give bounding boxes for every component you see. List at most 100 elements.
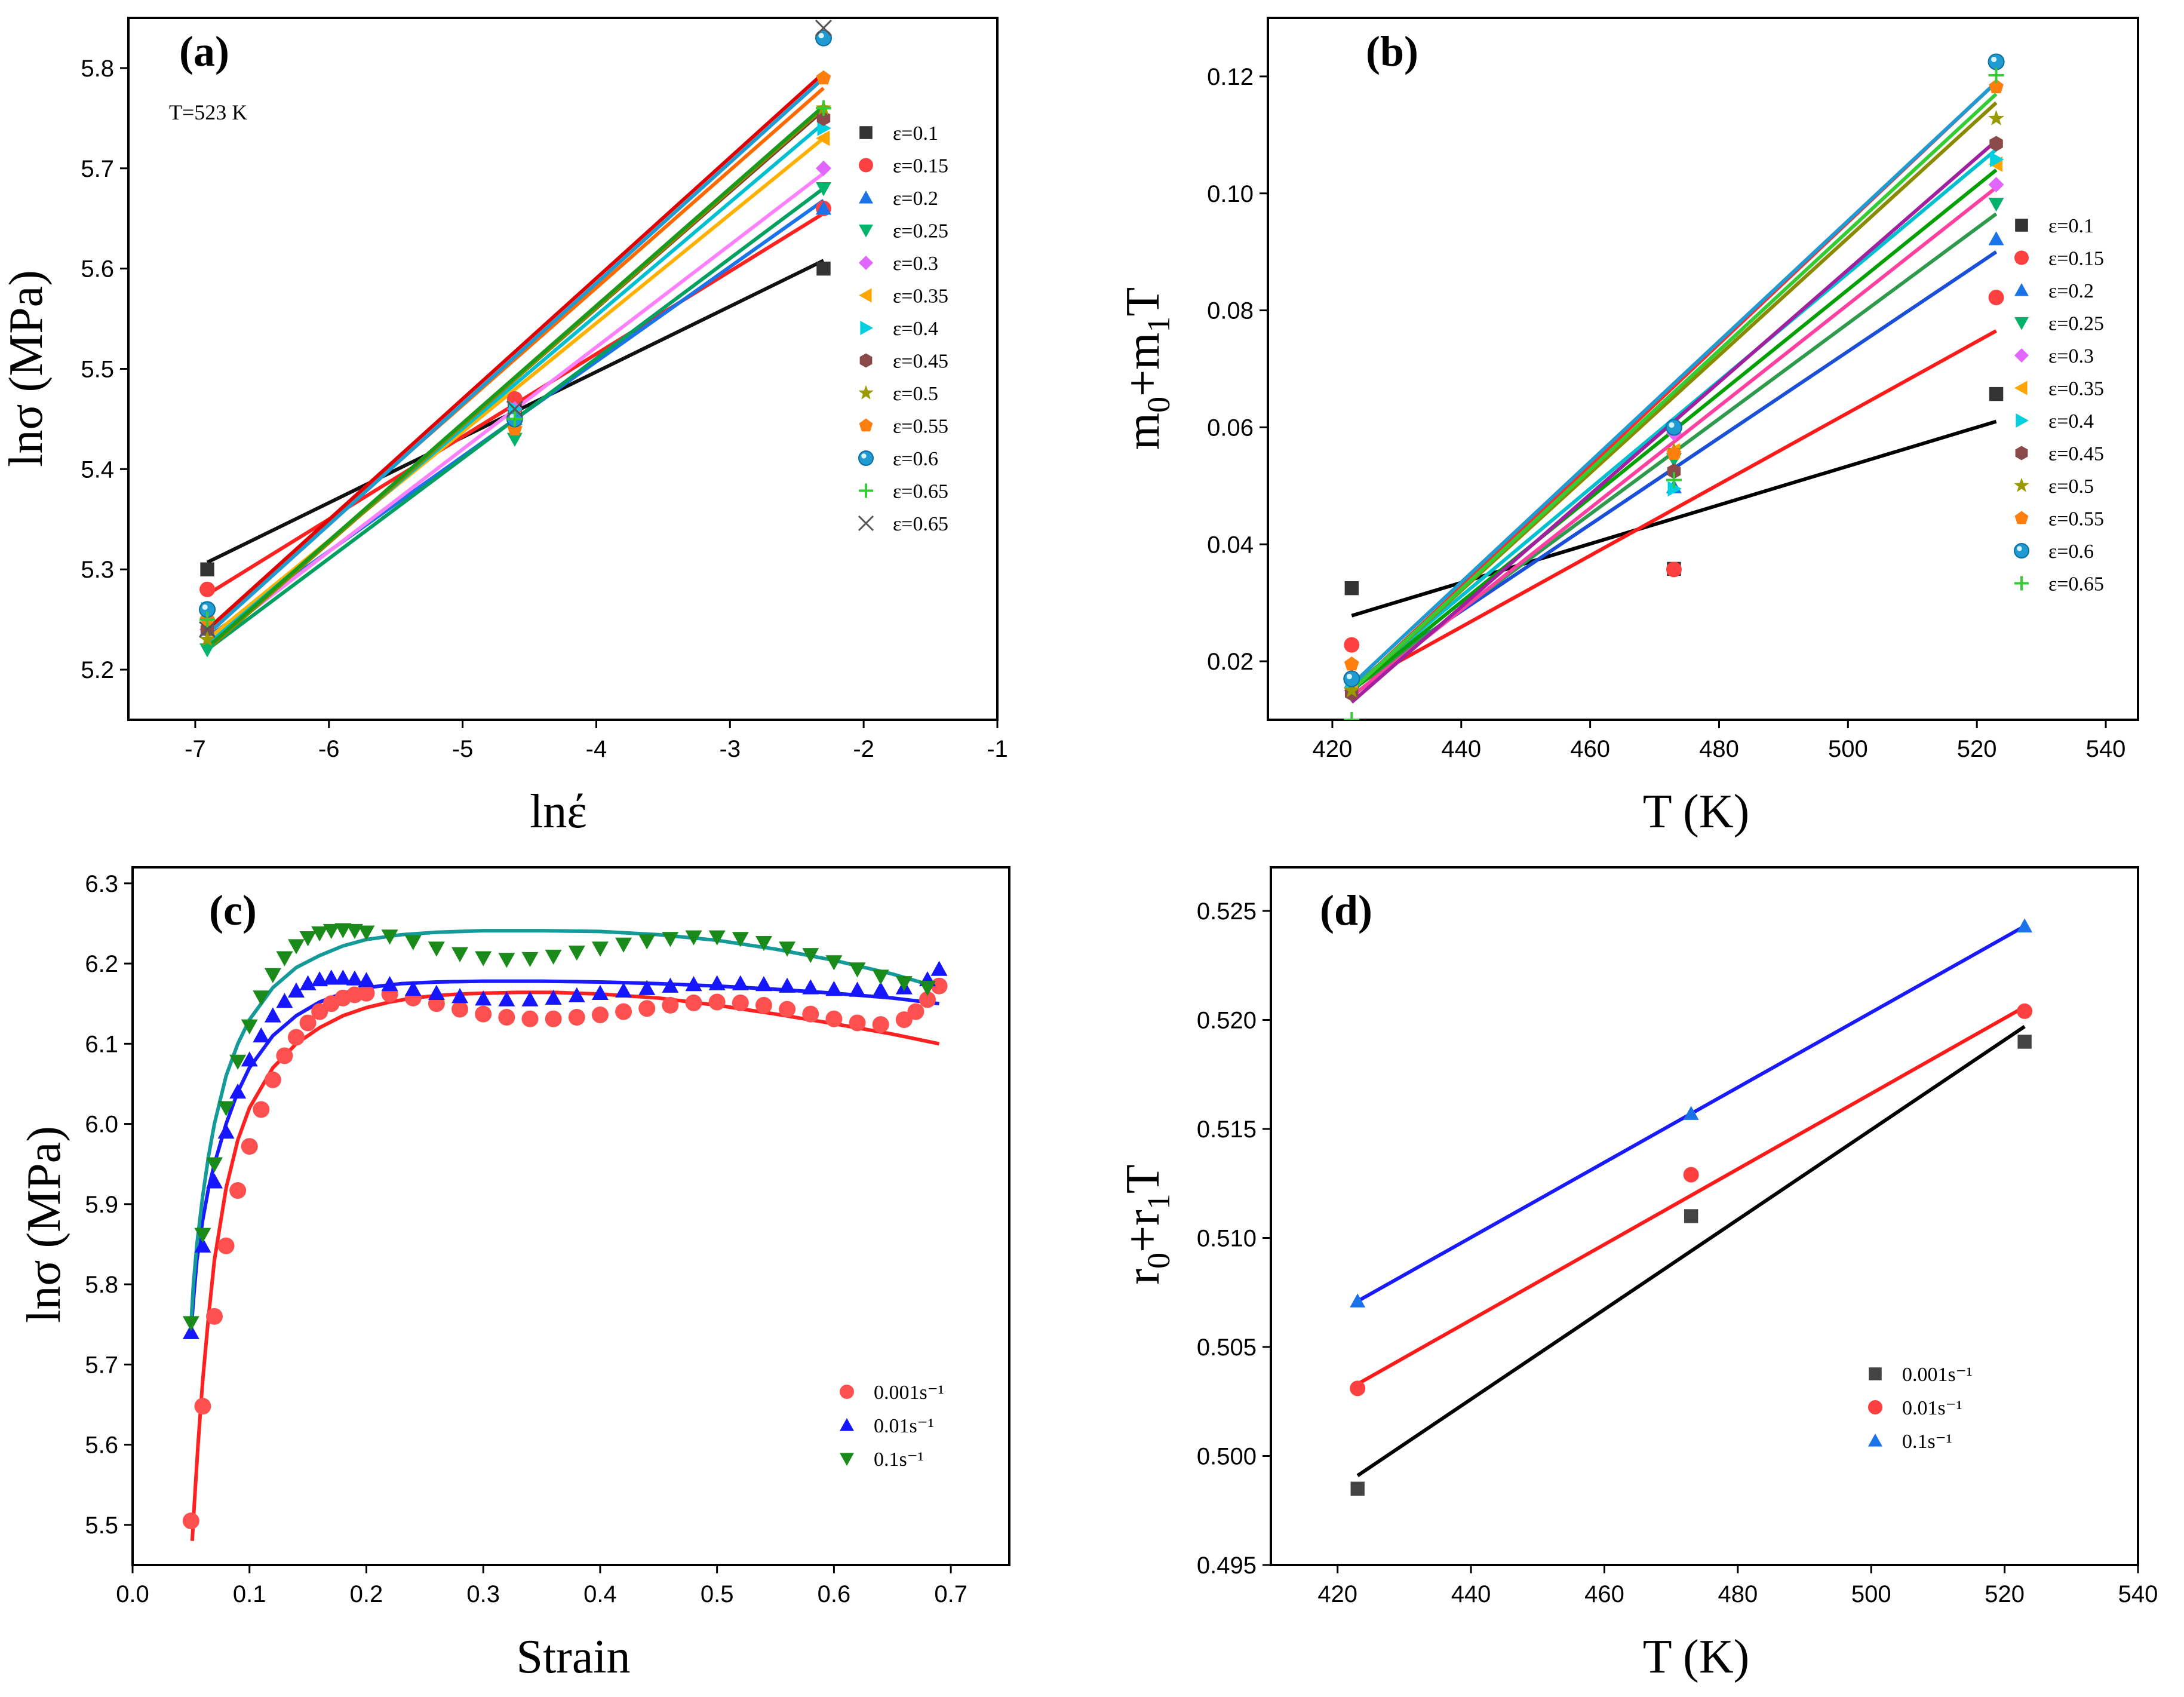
fit-line-ε=0.6 (1350, 81, 1998, 686)
data-point (311, 1003, 328, 1020)
data-point (1344, 712, 1360, 720)
data-point (334, 923, 352, 938)
y-axis-label-part: +r (1117, 1210, 1169, 1253)
legend-label: 0.001s⁻¹ (874, 1382, 944, 1404)
data-point-highlight (818, 33, 824, 39)
data-point (199, 612, 216, 628)
data-point (217, 1124, 235, 1139)
legend-marker (2014, 543, 2029, 558)
fit-line-ε=0.65 (206, 72, 825, 631)
data-point (591, 1006, 609, 1024)
data-point (1343, 682, 1360, 698)
legend-marker (2014, 283, 2029, 296)
data-point (253, 990, 270, 1006)
plot-frame (1267, 17, 2139, 721)
y-tick-label: 0.525 (1197, 898, 1257, 925)
data-point (334, 969, 352, 985)
data-point (1666, 561, 1682, 578)
data-point (206, 1308, 223, 1325)
y-tick-label: 6.1 (85, 1031, 118, 1057)
y-axis-label-subscript: 0 (1141, 397, 1177, 413)
legend: ε=0.1 ε=0.15 ε=0.2 ε=0.25 ε=0.3 ε=0.35 ε=0.4 ε=… (858, 122, 948, 535)
legend-label: 0.1s⁻¹ (1902, 1431, 1952, 1453)
y-axis-label-part: +m (1117, 333, 1169, 397)
data-point (802, 948, 819, 963)
data-point (229, 1054, 247, 1070)
y-tick-label: 5.8 (85, 1272, 118, 1298)
x-tick-label: 0.5 (701, 1581, 734, 1607)
data-point (816, 160, 831, 176)
data-point (288, 982, 305, 998)
data-point (521, 991, 539, 1006)
y-tick-label: 0.10 (1207, 181, 1254, 207)
data-point (521, 1010, 539, 1027)
legend-marker (2014, 576, 2029, 591)
legend-label: ε=0.25 (2048, 313, 2104, 335)
x-tick-label: 440 (1441, 736, 1481, 762)
chart-panel-d: 420 440 460 480 500 520 540 0.495 0.500 0.505 0.51… (1117, 866, 2158, 1683)
data-point (779, 977, 796, 993)
data-point (1667, 481, 1682, 497)
x-tick-label: 0.4 (583, 1581, 617, 1607)
x-tick-label: 0.6 (818, 1581, 851, 1607)
data-point (1344, 581, 1359, 596)
data-point (1988, 67, 2004, 83)
y-axis-label-subscript: 1 (1141, 317, 1177, 333)
data-point (919, 981, 936, 996)
data-point (779, 1001, 796, 1018)
legend-label: ε=0.55 (893, 416, 948, 438)
y-axis-ticks: 0.495 0.500 0.505 0.510 0.515 0.520 0.525 (1197, 898, 1271, 1579)
data-point (1684, 1209, 1698, 1223)
y-axis-label: lnσ (MPa) (18, 1126, 70, 1323)
data-point (815, 19, 833, 36)
data-point (1683, 1106, 1699, 1120)
data-point (662, 932, 679, 947)
data-point (264, 968, 281, 983)
x-tick-label: 500 (1851, 1581, 1891, 1607)
legend-label: 0.1s⁻¹ (874, 1449, 924, 1471)
data-point (1989, 136, 2003, 152)
data-point (732, 975, 749, 990)
legend-marker (2014, 477, 2029, 492)
legend-marker (2014, 317, 2029, 330)
data-point (206, 1157, 223, 1173)
legend-label: ε=0.15 (893, 155, 948, 177)
y-tick-label: 5.2 (81, 657, 114, 683)
data-point (253, 1027, 270, 1043)
fit-line-ε=0.65 (206, 105, 825, 649)
y-tick-label: 5.8 (81, 56, 114, 82)
data-point (276, 993, 293, 1008)
x-tick-label: -6 (318, 736, 340, 762)
data-point (506, 432, 523, 447)
data-point (708, 993, 726, 1011)
data-point (498, 1009, 515, 1026)
data-point (872, 1016, 889, 1033)
data-point (194, 1237, 211, 1253)
data-point (194, 1398, 211, 1415)
data-point (1988, 197, 2004, 212)
data-point (322, 923, 340, 940)
data-point (241, 1051, 258, 1067)
x-tick-label: 540 (2086, 736, 2126, 762)
data-point (1988, 290, 2004, 306)
data-point (451, 1001, 469, 1018)
y-tick-label: 5.5 (81, 357, 114, 383)
data-point (199, 631, 216, 647)
data-point (199, 581, 216, 597)
y-tick-label: 0.510 (1197, 1226, 1257, 1252)
data-point (217, 1237, 235, 1254)
data-point (545, 1010, 562, 1027)
legend-marker (2016, 413, 2029, 428)
y-axis-label: r0+r1T (1117, 1164, 1177, 1284)
y-tick-label: 0.08 (1207, 298, 1254, 324)
data-point (299, 931, 317, 947)
data-point (182, 1316, 199, 1331)
legend-label: ε=0.55 (2048, 508, 2104, 530)
data-point (825, 981, 843, 996)
data-point (816, 130, 830, 146)
legend-label: ε=0.35 (2048, 378, 2104, 400)
x-tick-label: 0.7 (934, 1581, 967, 1607)
data-point (200, 562, 214, 576)
data-point (322, 969, 340, 985)
data-point (685, 930, 702, 946)
